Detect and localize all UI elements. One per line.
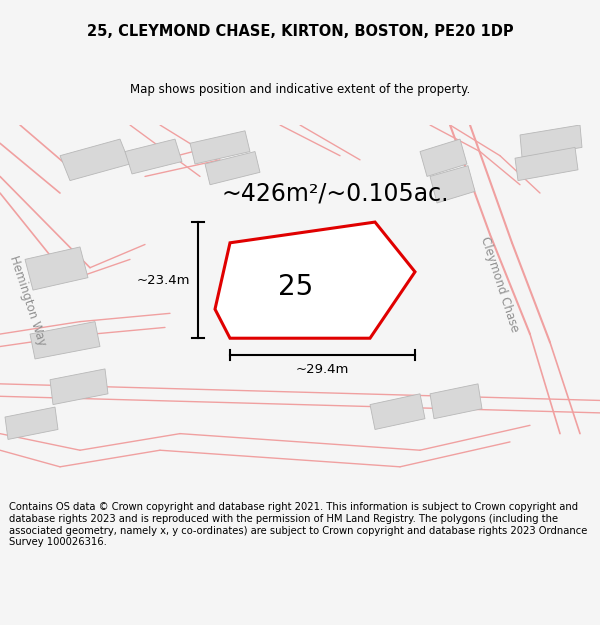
Text: 25: 25	[278, 273, 313, 301]
Polygon shape	[205, 151, 260, 185]
Polygon shape	[50, 369, 108, 404]
Text: Map shows position and indicative extent of the property.: Map shows position and indicative extent…	[130, 84, 470, 96]
Text: Contains OS data © Crown copyright and database right 2021. This information is : Contains OS data © Crown copyright and d…	[9, 503, 587, 548]
Polygon shape	[125, 139, 182, 174]
Polygon shape	[420, 139, 467, 176]
Polygon shape	[515, 148, 578, 181]
Polygon shape	[30, 322, 100, 359]
Polygon shape	[520, 125, 582, 158]
Text: ~426m²/~0.105ac.: ~426m²/~0.105ac.	[221, 181, 449, 205]
Polygon shape	[60, 139, 130, 181]
Text: ~23.4m: ~23.4m	[137, 274, 190, 287]
Text: ~29.4m: ~29.4m	[296, 363, 349, 376]
Polygon shape	[190, 131, 250, 164]
Polygon shape	[5, 407, 58, 439]
Polygon shape	[370, 394, 425, 429]
Text: 25, CLEYMOND CHASE, KIRTON, BOSTON, PE20 1DP: 25, CLEYMOND CHASE, KIRTON, BOSTON, PE20…	[86, 24, 514, 39]
Polygon shape	[430, 384, 482, 419]
Text: Hemington Way: Hemington Way	[7, 254, 49, 348]
Text: Cleymond Chase: Cleymond Chase	[478, 235, 521, 334]
Polygon shape	[215, 222, 415, 338]
Polygon shape	[25, 247, 88, 290]
Polygon shape	[430, 166, 475, 203]
